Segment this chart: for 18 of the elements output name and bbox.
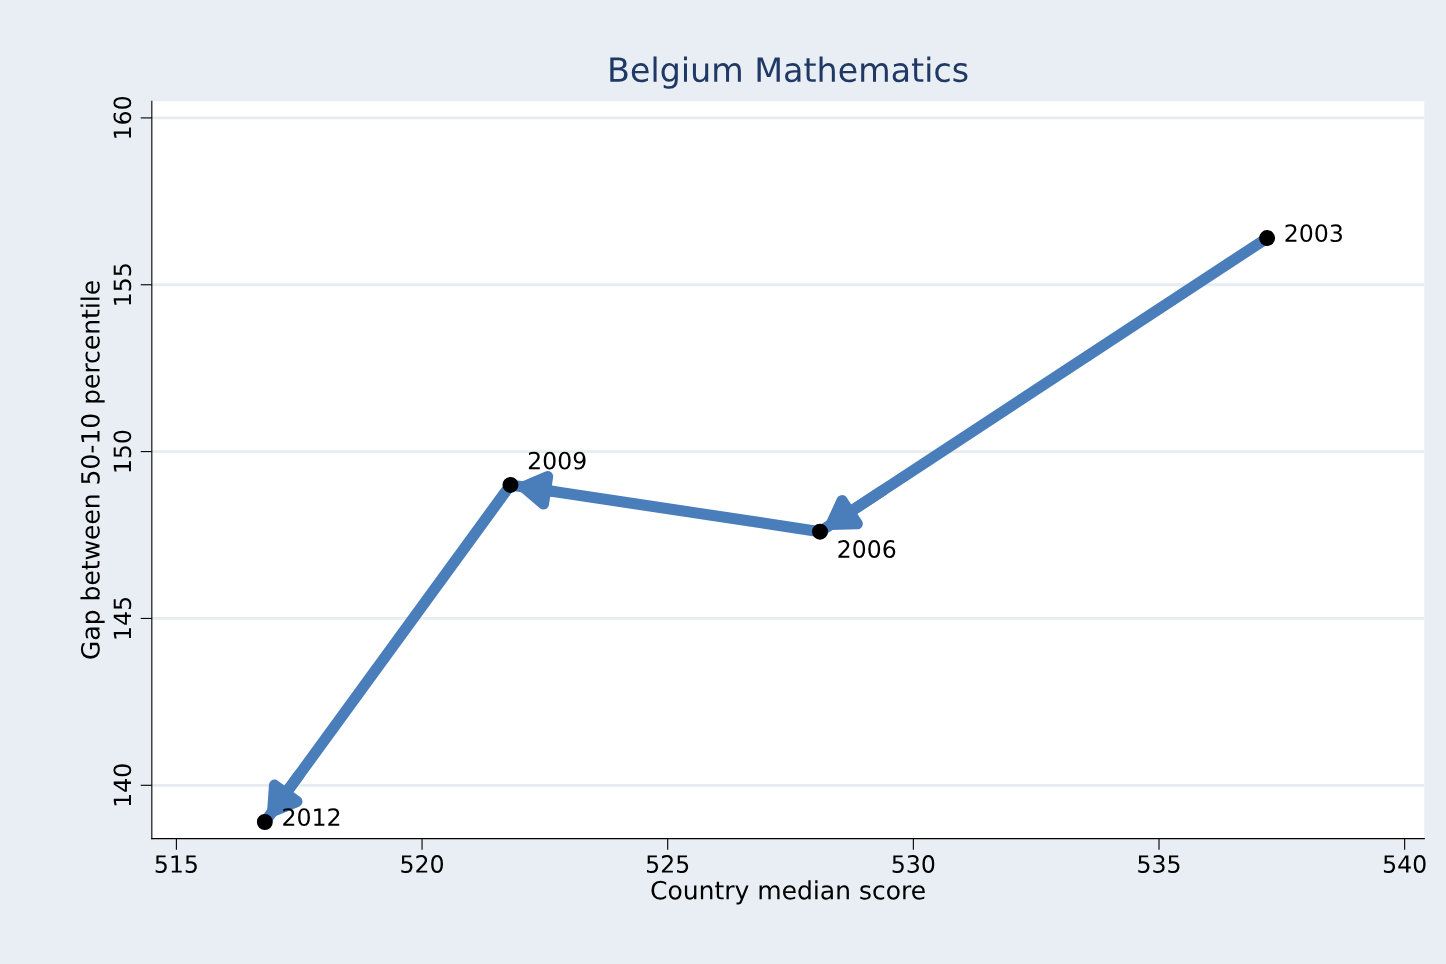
- y-tick-label: 155: [113, 264, 132, 305]
- x-tick-label: 530: [892, 855, 935, 873]
- y-tick-label: 145: [113, 597, 132, 639]
- annotation: 2003: [1285, 224, 1342, 243]
- y-tick-label: 160: [113, 96, 132, 138]
- annotation: 2006: [838, 540, 896, 558]
- y-axis-title: Gap between 50-10 percentile: [80, 281, 105, 659]
- annotation: 2009: [528, 451, 586, 470]
- y-tick-label: 150: [113, 430, 132, 472]
- y-tick-label: 140: [113, 764, 132, 806]
- x-axis-title: Country median score: [651, 880, 925, 905]
- annotation: 2012: [283, 808, 340, 827]
- x-tick-label: 540: [1383, 855, 1426, 873]
- x-tick-label: 520: [401, 855, 444, 873]
- x-tick-label: 525: [646, 855, 689, 873]
- x-tick-label: 535: [1138, 855, 1180, 873]
- x-tick-label: 515: [155, 855, 197, 873]
- chart-title: Belgium Mathematics: [610, 56, 968, 89]
